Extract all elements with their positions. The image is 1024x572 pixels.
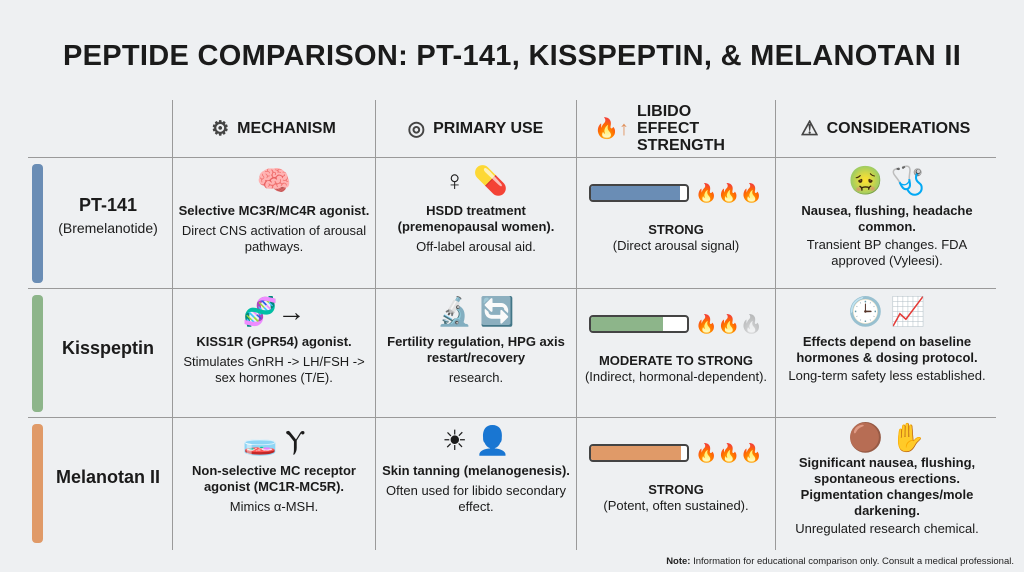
strength-label: STRONG	[648, 222, 704, 237]
strength-label: MODERATE TO STRONG	[598, 353, 754, 368]
strength-detail: (Indirect, hormonal-dependent).	[584, 369, 768, 384]
mole-and-hand-icon: 🟤 ✋	[848, 422, 926, 453]
mechanism-main: Non-selective MC receptor agonist (MC1R-…	[192, 463, 356, 494]
peptide-name: PT-141	[78, 195, 138, 215]
header-libido: 🔥↑ LIBIDO EFFECT STRENGTH	[576, 100, 775, 157]
strength-meter: 🔥🔥🔥	[580, 444, 772, 468]
gear-icon: ⚙	[211, 118, 230, 140]
nausea-and-bp-icon: 🤢 🩺	[848, 165, 926, 196]
header-label: CONSIDERATIONS	[826, 119, 971, 137]
mechanism-cell: 🧠 Selective MC3R/MC4R agonist. Direct CN…	[178, 157, 370, 288]
strength-detail: (Potent, often sustained).	[603, 498, 749, 513]
brain-icon: 🧠	[256, 165, 292, 196]
comparison-table: ⚙ MECHANISM ◎ PRIMARY USE 🔥↑ LIBIDO EFFECT …	[28, 100, 996, 550]
considerations-cell: 🤢 🩺 Nausea, flushing, headache common. T…	[780, 157, 994, 288]
considerations-main: Nausea, flushing, headache common.	[801, 203, 973, 234]
row-label: Melanotan II	[44, 467, 172, 488]
primary-use-cell: 🔬 🔄 Fertility regulation, HPG axis resta…	[380, 288, 572, 417]
female-and-pill-icon: ♀ 💊	[444, 165, 508, 196]
row-color-stripe	[32, 164, 43, 283]
target-icon: ◎	[407, 118, 426, 140]
strength-meter: 🔥🔥🔥	[580, 315, 772, 339]
considerations-detail: Unregulated research chemical.	[795, 521, 979, 536]
page-title: PEPTIDE COMPARISON: PT-141, KISSPEPTIN, …	[62, 40, 962, 72]
libido-cell: 🔥🔥🔥 MODERATE TO STRONG (Indirect, hormon…	[580, 288, 772, 417]
header-label: MECHANISM	[237, 119, 336, 137]
use-main: Skin tanning (melanogenesis).	[382, 463, 570, 478]
use-detail: Often used for libido secondary effect.	[386, 483, 566, 514]
libido-cell: 🔥🔥🔥 STRONG (Potent, often sustained).	[580, 417, 772, 548]
flame-rating-icon: 🔥🔥🔥	[695, 443, 763, 463]
flame-up-arrow-icon: 🔥↑	[594, 118, 629, 140]
hypothalamus-icon: 🧬→	[242, 296, 306, 327]
use-main: Fertility regulation, HPG axis restart/r…	[387, 334, 565, 365]
mechanism-detail: Mimics α-MSH.	[229, 499, 319, 514]
strength-bar	[589, 184, 690, 202]
considerations-cell: 🕒 📈 Effects depend on baseline hormones …	[780, 288, 994, 417]
mechanism-cell: 🧬→ KISS1R (GPR54) agonist. Stimulates Gn…	[178, 288, 370, 417]
row-color-stripe	[32, 424, 43, 543]
considerations-cell: 🟤 ✋ Significant nausea, flushing, sponta…	[780, 417, 994, 548]
considerations-main: Significant nausea, flushing, spontaneou…	[798, 455, 976, 518]
strength-detail: (Direct arousal signal)	[612, 238, 740, 253]
peptide-name: Melanotan II	[55, 467, 160, 487]
sun-and-person-icon: ☀ 👤	[442, 425, 510, 456]
header-mechanism: ⚙ MECHANISM	[172, 100, 375, 157]
use-detail: research.	[448, 370, 504, 385]
strength-bar	[589, 444, 690, 462]
footnote: Note: Information for educational compar…	[666, 556, 1014, 568]
strength-meter: 🔥🔥🔥	[580, 184, 772, 208]
considerations-main: Effects depend on baseline hormones & do…	[796, 334, 978, 365]
mechanism-cell: 🧫 Ⲩ Non-selective MC receptor agonist (M…	[178, 417, 370, 548]
considerations-detail: Long-term safety less established.	[788, 368, 986, 383]
mechanism-main: KISS1R (GPR54) agonist.	[196, 334, 352, 349]
use-detail: Off-label arousal aid.	[416, 239, 536, 254]
row-label: Kisspeptin	[44, 338, 172, 359]
fertility-and-cycle-icon: 🔬 🔄	[437, 296, 515, 327]
header-label: LIBIDO EFFECT STRENGTH	[636, 103, 725, 154]
mechanism-main: Selective MC3R/MC4R agonist.	[178, 203, 370, 218]
header-considerations: ⚠ CONSIDERATIONS	[775, 100, 996, 157]
mechanism-detail: Stimulates GnRH -> LH/FSH -> sex hormone…	[183, 354, 365, 385]
mechanism-detail: Direct CNS activation of arousal pathway…	[181, 223, 367, 254]
note-text: Information for educational comparison o…	[690, 556, 1014, 567]
header-primary-use: ◎ PRIMARY USE	[375, 100, 576, 157]
note-label: Note:	[666, 556, 691, 567]
flame-rating-icon: 🔥🔥🔥	[695, 314, 763, 334]
table-row: PT-141 (Bremelanotide) 🧠 Selective MC3R/…	[28, 157, 996, 288]
table-row: Kisspeptin 🧬→ KISS1R (GPR54) agonist. St…	[28, 288, 996, 417]
header-label: PRIMARY USE	[433, 119, 544, 137]
strength-label: STRONG	[648, 482, 704, 497]
primary-use-cell: ☀ 👤 Skin tanning (melanogenesis). Often …	[380, 417, 572, 548]
primary-use-cell: ♀ 💊 HSDD treatment (premenopausal women)…	[380, 157, 572, 288]
skin-cells-icon: 🧫 Ⲩ	[242, 425, 306, 456]
flame-rating-icon: 🔥🔥🔥	[695, 183, 763, 203]
considerations-detail: Transient BP changes. FDA approved (Vyle…	[806, 237, 968, 268]
peptide-alt-name: (Bremelanotide)	[58, 220, 158, 236]
row-color-stripe	[32, 295, 43, 412]
peptide-name: Kisspeptin	[61, 338, 154, 358]
warning-icon: ⚠	[800, 118, 819, 140]
row-label: PT-141 (Bremelanotide)	[44, 195, 172, 236]
libido-cell: 🔥🔥🔥 STRONG (Direct arousal signal)	[580, 157, 772, 288]
clock-and-chart-icon: 🕒 📈	[848, 296, 926, 327]
table-row: Melanotan II 🧫 Ⲩ Non-selective MC recept…	[28, 417, 996, 548]
strength-bar	[589, 315, 690, 333]
use-main: HSDD treatment (premenopausal women).	[397, 203, 555, 234]
